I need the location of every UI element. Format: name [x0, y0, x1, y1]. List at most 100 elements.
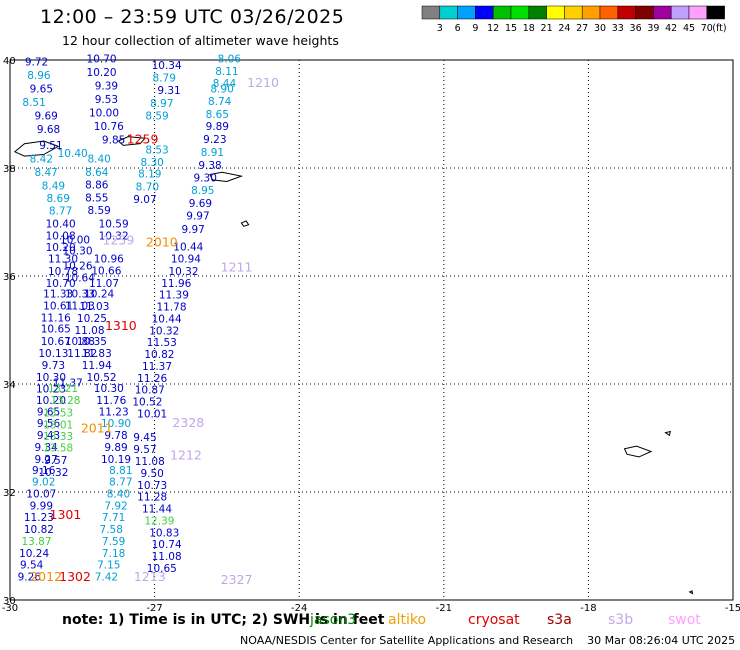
wave-height-value: 10.25: [77, 313, 107, 325]
wave-height-value: 10.66: [91, 265, 121, 277]
wave-height-value: 7.18: [102, 548, 125, 560]
wave-height-value: 8.77: [49, 205, 72, 217]
wave-height-value: 10.32: [168, 266, 198, 278]
island-outline: [13, 140, 60, 157]
colorbar-label: 18: [523, 23, 535, 34]
note-text: note: 1) Time is in UTC; 2) SWH is in fe…: [62, 612, 385, 628]
wave-height-value: 8.86: [85, 180, 109, 192]
colorbar-label: 12: [487, 23, 499, 34]
wave-height-value: 9.78: [104, 430, 127, 442]
wave-height-value: 10.01: [137, 408, 167, 420]
wave-height-value: 9.16: [32, 465, 56, 477]
wave-height-value: 11.03: [79, 301, 109, 313]
wave-height-value: 10.24: [19, 548, 49, 560]
wave-height-value: 8.30: [140, 157, 163, 169]
wave-height-value: 9.65: [37, 406, 60, 418]
wave-height-value: 10.33: [65, 289, 95, 301]
track-time-label: 1302: [59, 569, 91, 584]
wave-height-value: 9.99: [30, 500, 53, 512]
colorbar-label: 42: [665, 23, 677, 34]
legend-item-jason3: jason3: [310, 612, 357, 628]
wave-height-value: 10.82: [24, 524, 54, 536]
legend-item-s3b: s3b: [608, 612, 634, 628]
track-time-label: 1210: [247, 75, 279, 90]
colorbar-label: 21: [541, 23, 553, 34]
wave-height-value: 10.40: [46, 218, 76, 230]
wave-height-value: 10.61: [43, 300, 73, 312]
wave-height-value: 10.59: [99, 218, 129, 230]
wave-height-value: 10.94: [171, 254, 201, 266]
wave-height-value: 9.72: [25, 56, 48, 68]
wave-height-value: 11.44: [142, 504, 172, 516]
wave-height-value: 9.34: [34, 442, 58, 454]
wave-height-value: 10.44: [173, 242, 203, 254]
wave-height-value: 9.02: [32, 477, 55, 489]
wave-height-value: 10.07: [26, 488, 56, 500]
wave-height-value: 10.35: [77, 336, 107, 348]
wave-height-value: 10.19: [101, 454, 131, 466]
wave-height-value: 8.69: [47, 193, 70, 205]
track-time-label: 2328: [172, 415, 204, 430]
wave-height-value: 11.78: [156, 302, 186, 314]
wave-height-value: 8.47: [34, 167, 57, 179]
wave-height-value: 10.13: [38, 348, 68, 360]
wave-height-value: 11.26: [137, 373, 167, 385]
wave-height-value: 8.44: [213, 78, 237, 90]
lat-tick-label: 34: [3, 380, 16, 391]
track-time-label: 1259: [127, 132, 159, 147]
wave-height-value: 10.00: [89, 108, 119, 120]
wave-height-value: 10.08: [46, 230, 76, 242]
wave-height-value: 8.96: [27, 70, 51, 82]
lat-tick-label: 40: [3, 56, 16, 67]
wave-height-value: 9.38: [198, 160, 221, 172]
wave-height-value: 7.59: [102, 536, 125, 548]
wave-height-value: 7.71: [102, 512, 125, 524]
wave-height-value: 10.65: [41, 324, 71, 336]
wave-height-value: 8.70: [136, 182, 159, 194]
wave-height-value: 8.59: [145, 110, 168, 122]
colorbar-label: 36: [630, 23, 642, 34]
wave-height-value: 9.89: [104, 442, 127, 454]
wave-height-value: 11.08: [152, 551, 182, 563]
wave-height-value: 10.82: [144, 349, 174, 361]
colorbar-unit: (ft): [712, 23, 726, 34]
wave-height-value: 9.07: [133, 194, 156, 206]
lat-tick-label: 38: [3, 164, 16, 175]
wave-height-value: 13.53: [43, 407, 73, 419]
wave-height-value: 10.40: [58, 148, 88, 160]
colorbar-label: 70: [701, 23, 713, 34]
legend-item-swot: swot: [668, 612, 701, 628]
wave-height-value: 9.39: [95, 81, 118, 93]
colorbar-label: 24: [558, 23, 570, 34]
wave-height-value: 8.19: [138, 169, 161, 181]
wave-height-value: 10.76: [94, 121, 124, 133]
wave-height-value: 10.64: [65, 272, 95, 284]
wave-height-value: 8.97: [150, 98, 173, 110]
island-outline: [623, 445, 653, 458]
wave-height-value: 10.90: [101, 418, 131, 430]
colorbar-swatch: [706, 5, 725, 20]
lon-tick-label: -15: [725, 603, 740, 614]
wave-height-value: 8.64: [85, 167, 109, 179]
wave-height-value: 10.67: [41, 336, 71, 348]
wave-height-value: 8.53: [145, 144, 168, 156]
wave-height-value: 10.44: [152, 313, 182, 325]
wave-height-value: 9.73: [42, 360, 65, 372]
wave-height-value: 8.95: [191, 185, 214, 197]
wave-height-value: 10.23: [36, 384, 66, 396]
wave-height-value: 10.73: [137, 480, 167, 492]
wave-height-value: 11.07: [89, 278, 119, 290]
lat-tick-label: 36: [3, 272, 16, 283]
wave-height-value: 9.23: [203, 134, 226, 146]
wave-height-value: 11.53: [147, 337, 177, 349]
colorbar-label: 6: [455, 23, 461, 34]
wave-height-value: 10.30: [36, 372, 66, 384]
wave-height-value: 12.39: [144, 515, 174, 527]
wave-height-value: 9.97: [181, 224, 204, 236]
wave-height-value: 11.30: [48, 254, 78, 266]
wave-height-value: 9.65: [30, 83, 53, 95]
colorbar-label: 30: [594, 23, 606, 34]
wave-height-value: 10.96: [94, 254, 124, 266]
wave-height-value: 7.58: [100, 524, 123, 536]
wave-height-value: 8.49: [42, 181, 65, 193]
